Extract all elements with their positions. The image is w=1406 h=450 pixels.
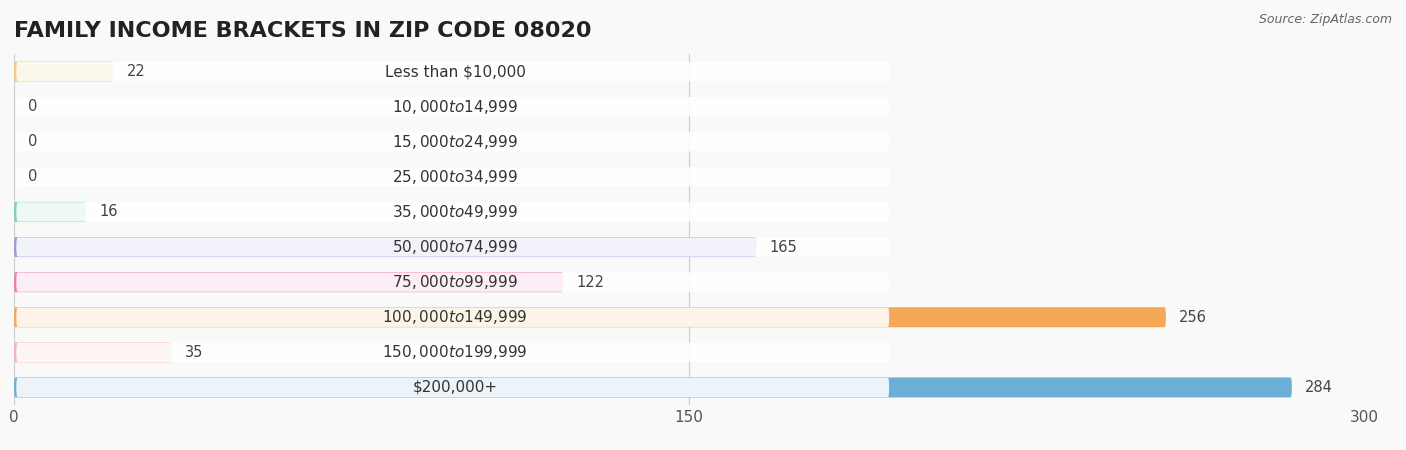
Text: 16: 16 [100, 204, 118, 220]
Bar [0, 335, 14, 370]
Text: 284: 284 [1305, 380, 1333, 395]
Bar [0, 159, 14, 194]
Text: $25,000 to $34,999: $25,000 to $34,999 [392, 168, 517, 186]
FancyBboxPatch shape [14, 62, 112, 81]
Text: FAMILY INCOME BRACKETS IN ZIP CODE 08020: FAMILY INCOME BRACKETS IN ZIP CODE 08020 [14, 21, 592, 41]
Text: $15,000 to $24,999: $15,000 to $24,999 [392, 133, 517, 151]
Text: $50,000 to $74,999: $50,000 to $74,999 [392, 238, 517, 256]
Text: Source: ZipAtlas.com: Source: ZipAtlas.com [1258, 14, 1392, 27]
Bar [0, 194, 14, 230]
FancyBboxPatch shape [17, 273, 889, 292]
FancyBboxPatch shape [17, 343, 889, 362]
Bar [0, 89, 14, 124]
FancyBboxPatch shape [14, 202, 86, 222]
FancyBboxPatch shape [17, 62, 889, 81]
FancyBboxPatch shape [17, 132, 889, 151]
Text: 0: 0 [28, 134, 37, 149]
Text: $100,000 to $149,999: $100,000 to $149,999 [382, 308, 527, 326]
FancyBboxPatch shape [14, 378, 1292, 397]
FancyBboxPatch shape [17, 378, 889, 397]
Text: 0: 0 [28, 99, 37, 114]
FancyBboxPatch shape [14, 307, 1166, 327]
Text: $200,000+: $200,000+ [412, 380, 498, 395]
FancyBboxPatch shape [17, 238, 889, 256]
Text: 22: 22 [127, 64, 145, 79]
Text: 35: 35 [186, 345, 204, 360]
Text: 122: 122 [576, 274, 605, 290]
FancyBboxPatch shape [17, 167, 889, 186]
Bar [0, 54, 14, 89]
FancyBboxPatch shape [14, 342, 172, 362]
FancyBboxPatch shape [17, 202, 889, 221]
FancyBboxPatch shape [14, 272, 562, 292]
Bar [0, 230, 14, 265]
Bar [0, 300, 14, 335]
Text: 0: 0 [28, 169, 37, 184]
Bar [0, 265, 14, 300]
FancyBboxPatch shape [17, 308, 889, 327]
Text: 165: 165 [770, 239, 797, 255]
Bar [0, 370, 14, 405]
Text: $75,000 to $99,999: $75,000 to $99,999 [392, 273, 517, 291]
Text: 256: 256 [1180, 310, 1208, 325]
Text: $150,000 to $199,999: $150,000 to $199,999 [382, 343, 527, 361]
Text: $35,000 to $49,999: $35,000 to $49,999 [392, 203, 517, 221]
Text: $10,000 to $14,999: $10,000 to $14,999 [392, 98, 517, 116]
Text: Less than $10,000: Less than $10,000 [385, 64, 526, 79]
FancyBboxPatch shape [17, 97, 889, 116]
Bar [0, 124, 14, 159]
FancyBboxPatch shape [14, 237, 756, 257]
